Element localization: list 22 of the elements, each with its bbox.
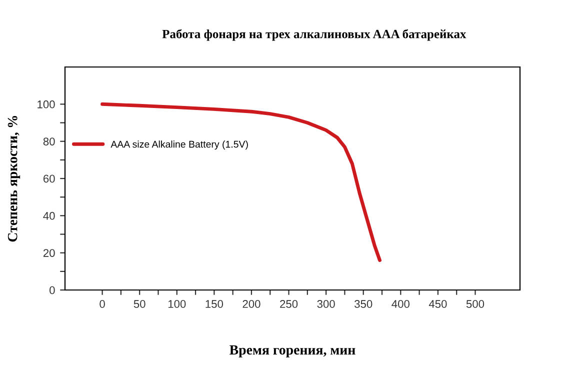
line-series	[100, 102, 382, 262]
x-axis-title: Время горения, мин	[230, 345, 356, 358]
chart-title: Работа фонаря на трех алкалиновых AAA батарейках	[162, 29, 466, 41]
x-tick-label: 100	[168, 300, 186, 308]
y-tick-label: 100	[38, 100, 55, 108]
x-tick-label: 350	[354, 300, 372, 308]
x-tick-label: 250	[280, 300, 298, 308]
x-tick-label: 150	[206, 300, 224, 308]
y-tick-label: 40	[43, 212, 55, 220]
x-tick-label: 200	[242, 300, 260, 308]
legend-label: AAA size Alkaline Battery (1.5V)	[110, 140, 248, 150]
x-tick-label: 400	[392, 300, 410, 308]
y-tick-label: 20	[43, 249, 55, 257]
y-axis-title: Степень яркости, %	[8, 116, 20, 242]
x-tick-label: 50	[134, 300, 146, 308]
y-tick-label: 60	[43, 174, 55, 183]
y-tick-label: 80	[43, 138, 55, 146]
x-tick-label: 0	[100, 300, 105, 308]
y-tick-label: 0	[50, 286, 55, 294]
x-tick-label: 500	[466, 300, 484, 308]
x-tick-label: 450	[428, 300, 447, 308]
x-tick-label: 300	[317, 300, 335, 308]
